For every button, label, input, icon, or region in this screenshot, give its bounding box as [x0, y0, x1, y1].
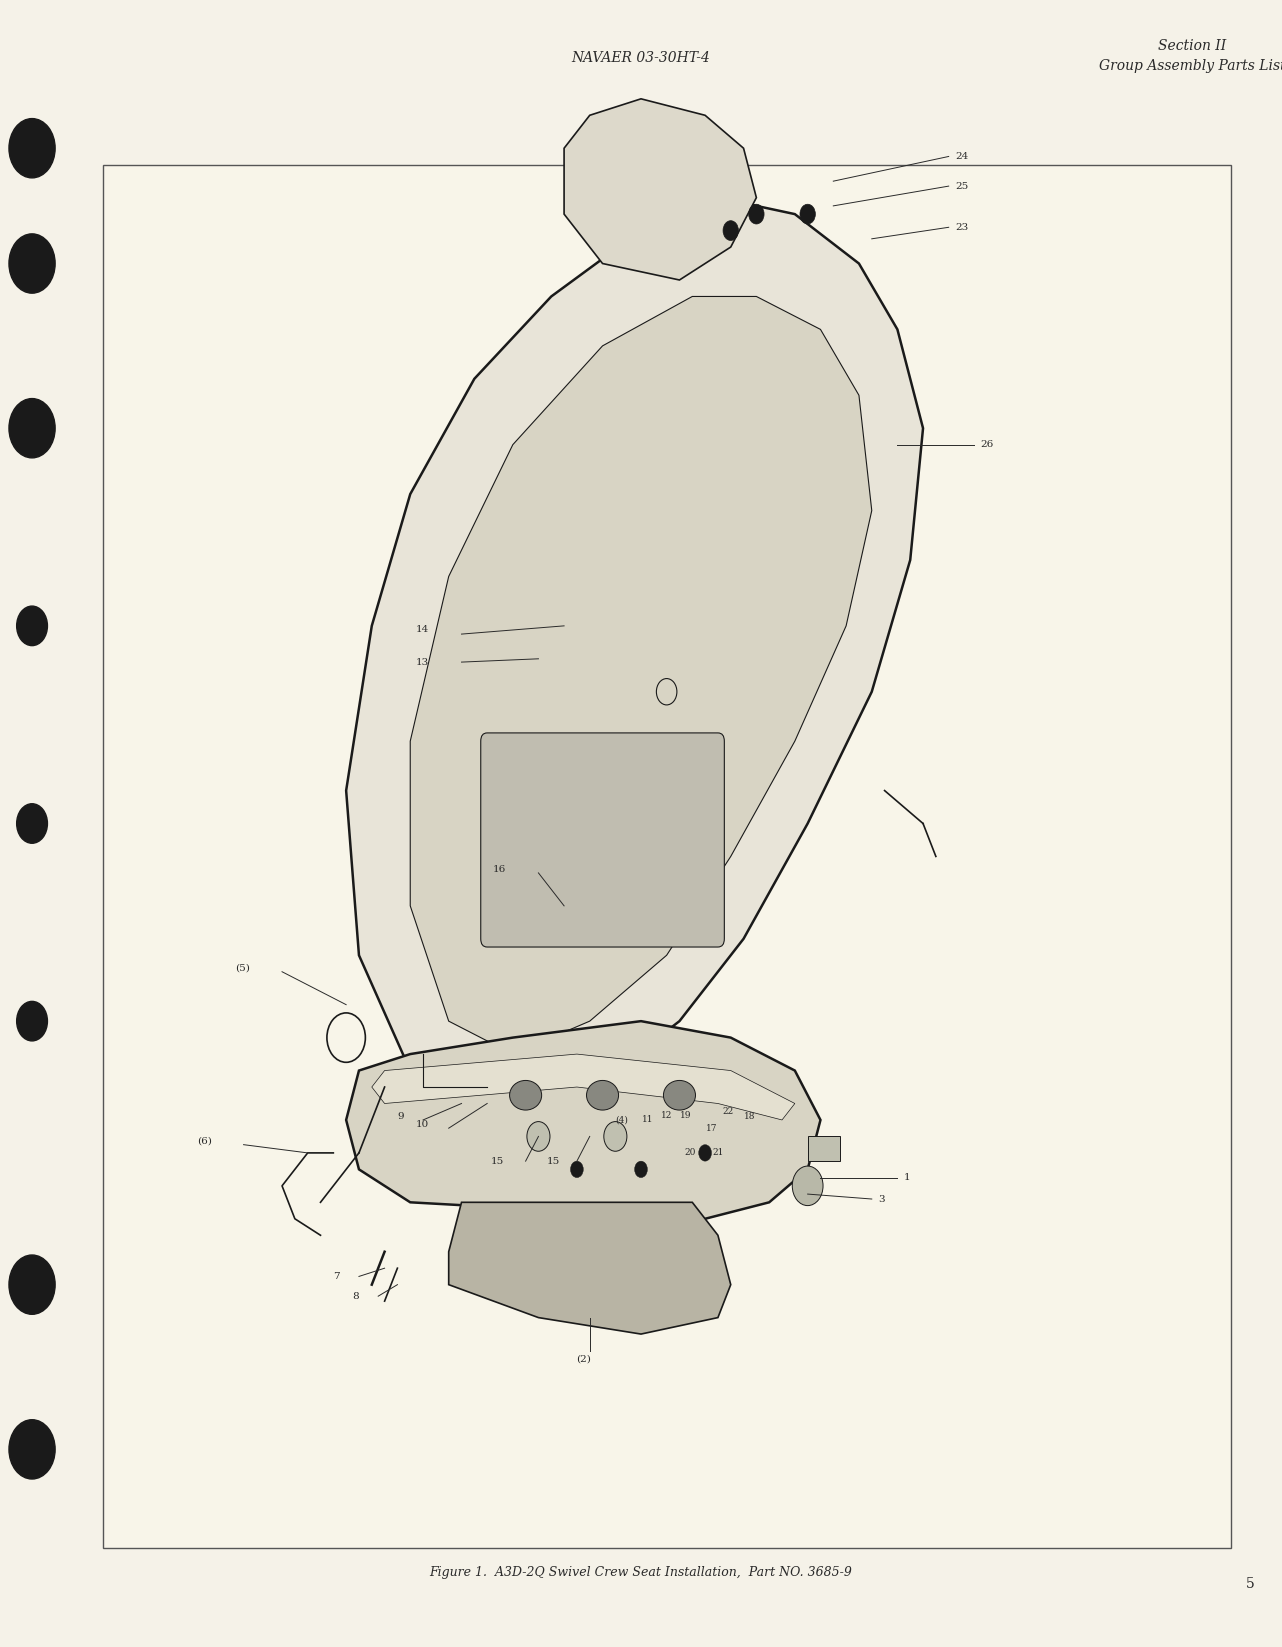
- Text: 15: 15: [547, 1156, 560, 1166]
- Text: (5): (5): [235, 963, 250, 973]
- Text: 19: 19: [681, 1110, 691, 1120]
- Text: NAVAER 03-30HT-4: NAVAER 03-30HT-4: [572, 51, 710, 64]
- Circle shape: [9, 1420, 55, 1479]
- Text: 22: 22: [723, 1107, 733, 1117]
- Text: 11: 11: [642, 1115, 653, 1125]
- Text: 21: 21: [713, 1148, 723, 1158]
- Text: 10: 10: [417, 1120, 429, 1130]
- Text: 16: 16: [494, 865, 506, 875]
- Circle shape: [9, 1255, 55, 1314]
- Text: 20: 20: [685, 1148, 695, 1158]
- Polygon shape: [346, 198, 923, 1103]
- Polygon shape: [564, 99, 756, 280]
- Text: 15: 15: [491, 1156, 504, 1166]
- Circle shape: [9, 234, 55, 293]
- Circle shape: [749, 204, 764, 224]
- Circle shape: [792, 1166, 823, 1206]
- Polygon shape: [372, 1054, 795, 1120]
- Polygon shape: [346, 1021, 820, 1219]
- Ellipse shape: [664, 1080, 695, 1110]
- Bar: [103, 165, 1231, 1548]
- Text: (2): (2): [576, 1354, 591, 1364]
- Circle shape: [723, 221, 738, 240]
- Circle shape: [635, 1161, 647, 1178]
- Text: 14: 14: [417, 624, 429, 634]
- Text: 17: 17: [706, 1123, 717, 1133]
- Circle shape: [17, 606, 47, 646]
- Text: 18: 18: [745, 1112, 755, 1122]
- Circle shape: [527, 1122, 550, 1151]
- Text: 3: 3: [878, 1194, 885, 1204]
- Text: (6): (6): [196, 1136, 212, 1146]
- Text: 12: 12: [662, 1110, 672, 1120]
- Text: Group Assembly Parts List: Group Assembly Parts List: [1099, 59, 1282, 72]
- Text: 9: 9: [397, 1112, 404, 1122]
- Ellipse shape: [510, 1080, 541, 1110]
- Ellipse shape: [587, 1080, 618, 1110]
- Text: (4): (4): [615, 1115, 628, 1125]
- Circle shape: [17, 1001, 47, 1041]
- Text: Figure 1.  A3D-2Q Swivel Crew Seat Installation,  Part NO. 3685-9: Figure 1. A3D-2Q Swivel Crew Seat Instal…: [429, 1566, 853, 1579]
- Text: Section II: Section II: [1158, 40, 1227, 53]
- Polygon shape: [449, 1202, 731, 1334]
- Text: 25: 25: [955, 181, 968, 191]
- Text: 8: 8: [353, 1291, 359, 1301]
- Circle shape: [800, 204, 815, 224]
- Bar: [808, 1136, 840, 1161]
- Circle shape: [9, 119, 55, 178]
- Text: 7: 7: [333, 1271, 340, 1281]
- Text: 1: 1: [904, 1173, 910, 1183]
- FancyBboxPatch shape: [481, 733, 724, 947]
- Polygon shape: [410, 296, 872, 1054]
- Circle shape: [570, 1161, 583, 1178]
- Circle shape: [604, 1122, 627, 1151]
- Circle shape: [9, 399, 55, 458]
- Circle shape: [699, 1145, 712, 1161]
- Text: 13: 13: [417, 657, 429, 667]
- Text: 5: 5: [1246, 1578, 1254, 1591]
- Text: 23: 23: [955, 222, 968, 232]
- Circle shape: [17, 804, 47, 843]
- Text: 24: 24: [955, 152, 968, 161]
- Text: 26: 26: [981, 440, 994, 450]
